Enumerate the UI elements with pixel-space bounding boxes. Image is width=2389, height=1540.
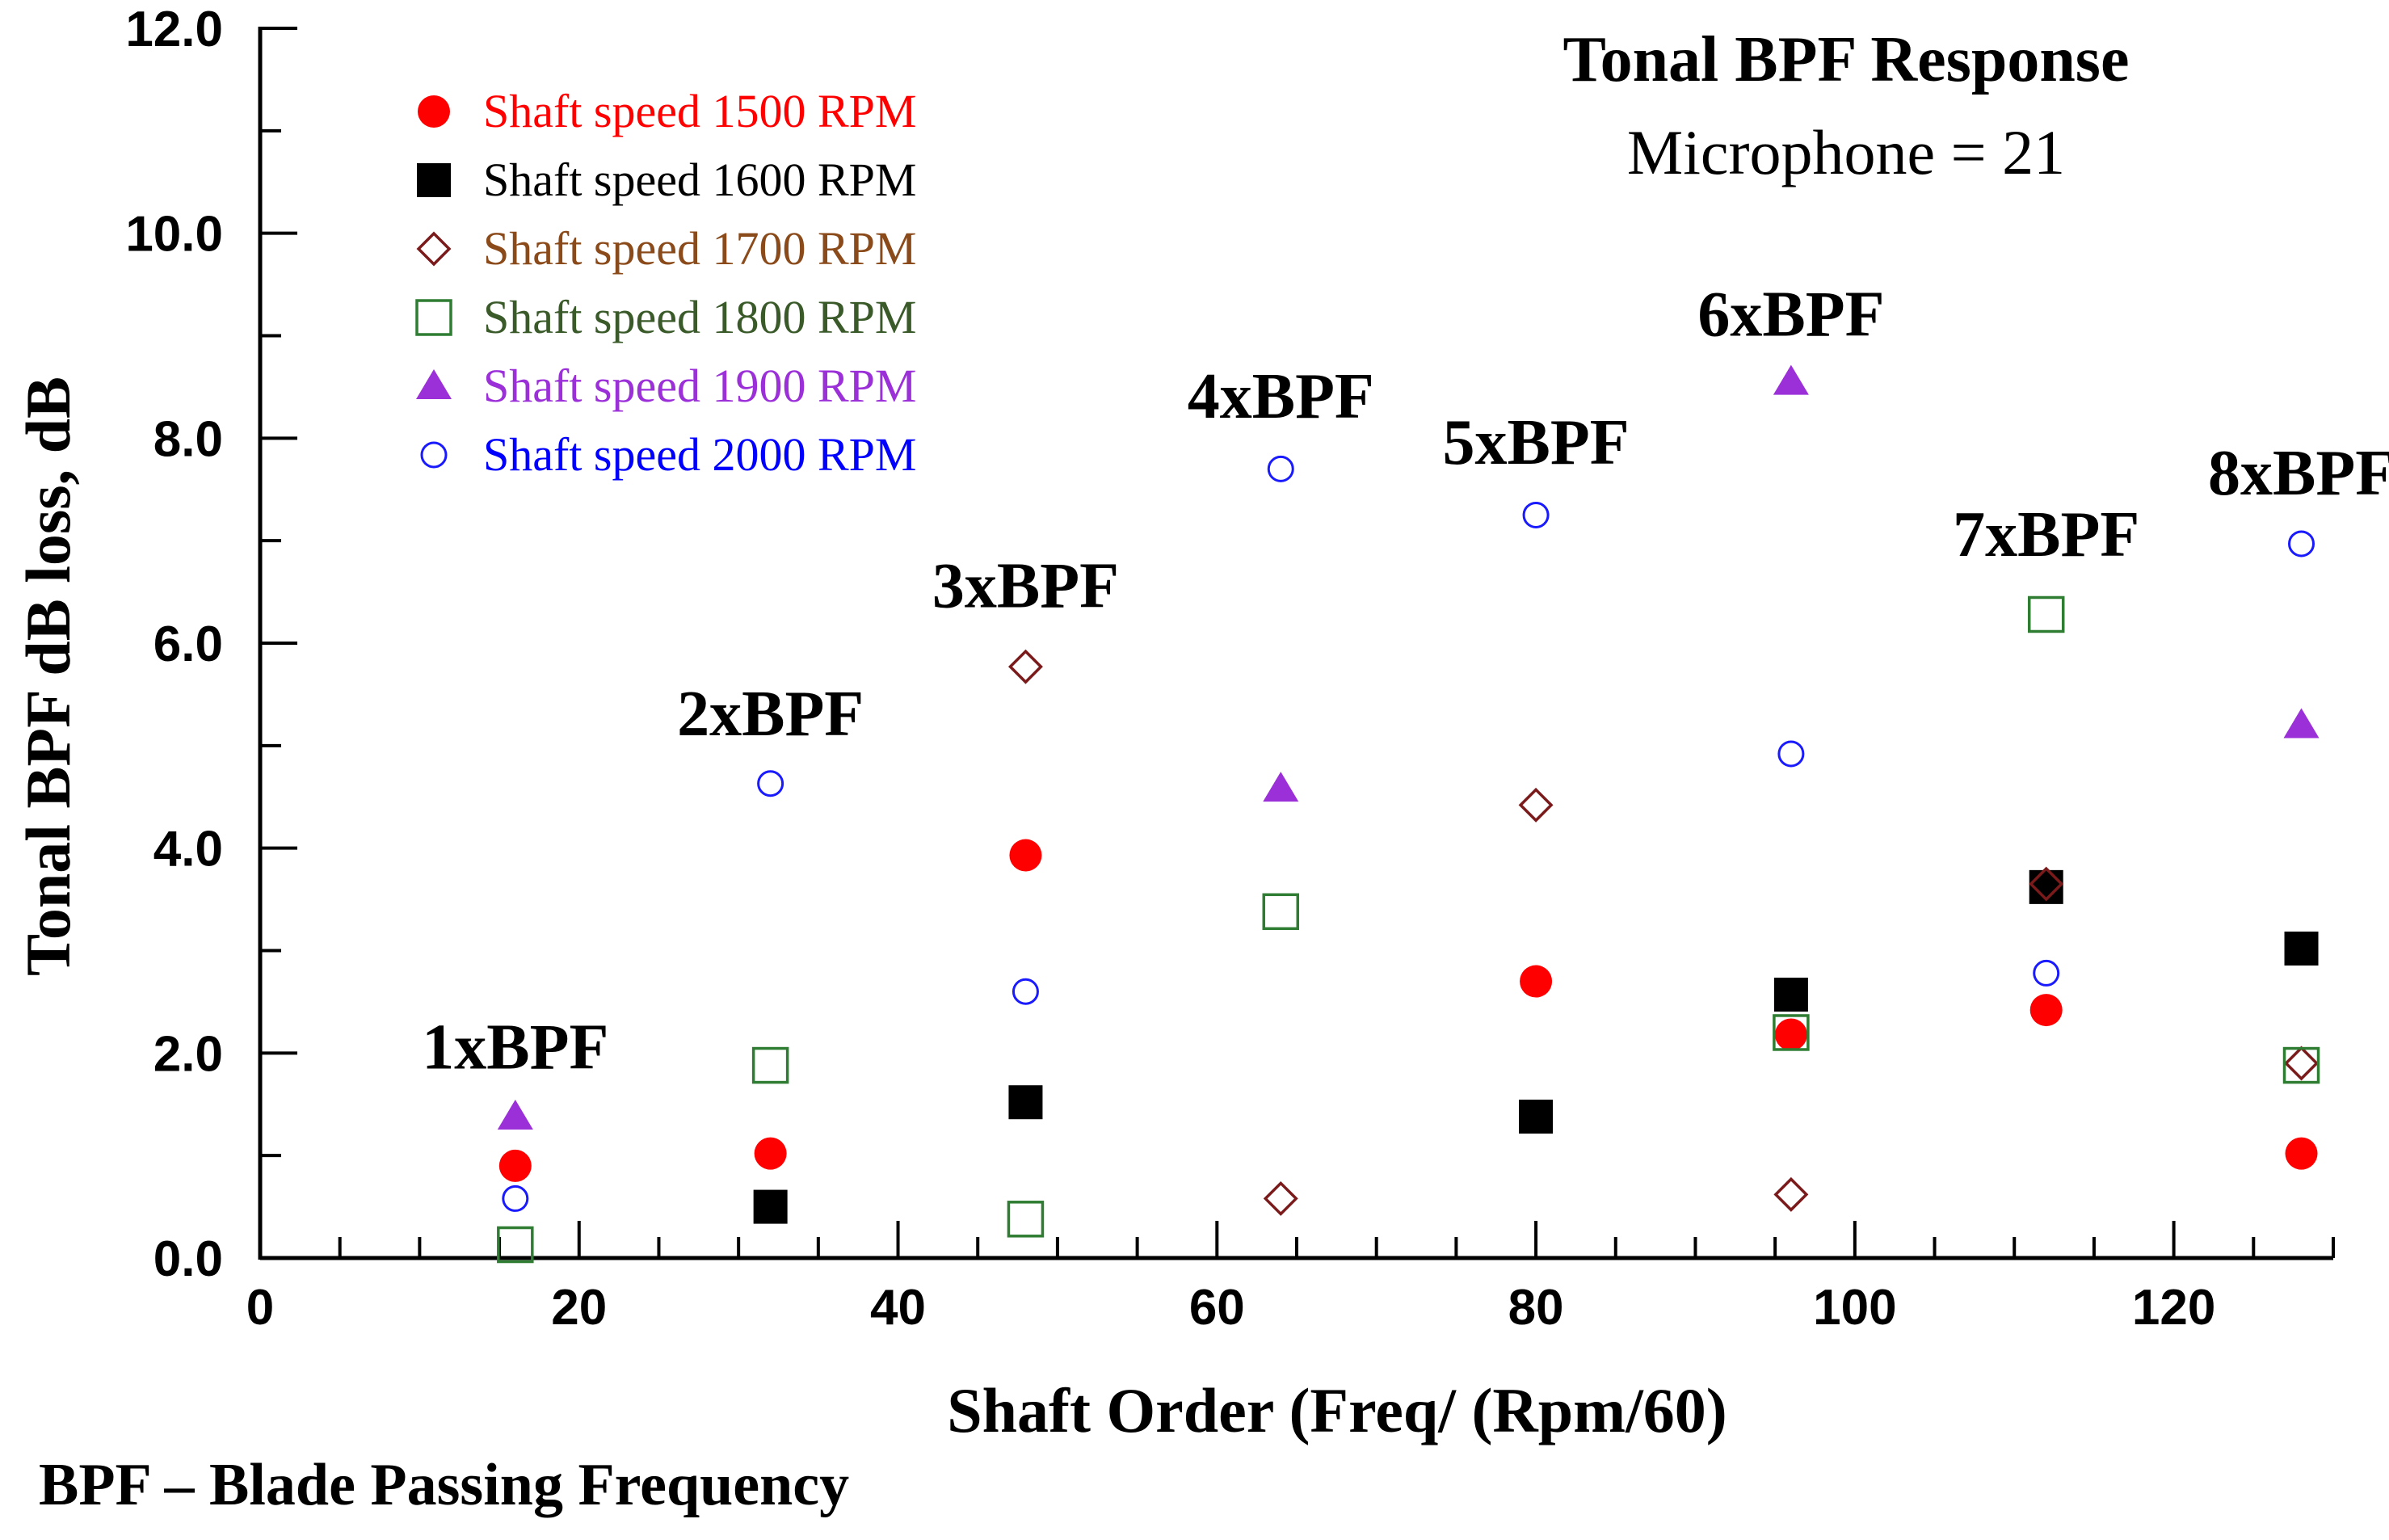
legend: Shaft speed 1500 RPM Shaft speed 1600 RPM… xyxy=(415,85,917,481)
point-1500rpm xyxy=(754,1137,787,1170)
point-1900rpm xyxy=(497,1099,533,1130)
legend-marker-2000rpm xyxy=(420,441,448,469)
y-tick-labels: 0.0 2.0 4.0 6.0 8.0 10.0 12.0 xyxy=(125,2,223,1287)
y-axis-title: Tonal BPF dB loss, dB xyxy=(13,377,83,976)
point-1700rpm xyxy=(2284,1046,2319,1081)
point-1800rpm xyxy=(2282,1046,2320,1084)
point-1900rpm xyxy=(1263,772,1299,802)
x-axis-title: Shaft Order (Freq/ (Rpm/60) xyxy=(947,1375,1727,1445)
legend-marker-1800rpm xyxy=(415,299,452,336)
legend-marker-1900rpm xyxy=(416,369,452,399)
annotations: 1xBPF 2xBPF 3xBPF 4xBPF 5xBPF 6xBPF 7xBPF 8xBPF xyxy=(422,280,2389,1083)
legend-label-1800rpm: Shaft speed 1800 RPM xyxy=(483,291,917,343)
point-1500rpm xyxy=(1520,965,1553,998)
point-1700rpm xyxy=(1007,649,1043,684)
point-1900rpm xyxy=(2283,708,2320,738)
point-1800rpm xyxy=(2027,595,2065,633)
bpf-annotation: 7xBPF xyxy=(1953,499,2139,570)
y-tick-label: 0.0 xyxy=(154,1231,223,1287)
bpf-annotation: 5xBPF xyxy=(1443,407,1630,478)
point-1700rpm xyxy=(1518,787,1554,823)
x-tick-label: 20 xyxy=(551,1280,607,1336)
point-1800rpm xyxy=(751,1046,789,1084)
point-1800rpm xyxy=(1773,1014,1810,1051)
bpf-annotation: 8xBPF xyxy=(2208,438,2389,509)
bpf-annotation: 1xBPF xyxy=(422,1012,608,1083)
y-tick-label: 12.0 xyxy=(125,2,223,57)
point-1600rpm xyxy=(1008,1085,1043,1120)
point-2000rpm xyxy=(2033,959,2060,987)
x-tick-label: 80 xyxy=(1508,1280,1564,1336)
y-tick-label: 10.0 xyxy=(125,207,223,263)
legend-label-1500rpm: Shaft speed 1500 RPM xyxy=(483,85,917,137)
point-1600rpm xyxy=(1773,978,1808,1012)
x-tick-label: 120 xyxy=(2132,1280,2215,1336)
legend-label-1700rpm: Shaft speed 1700 RPM xyxy=(483,222,917,275)
point-1500rpm xyxy=(2285,1137,2318,1170)
x-tick-labels: 0 20 40 60 80 100 120 xyxy=(246,1280,2216,1336)
axes xyxy=(258,27,2335,1260)
data-points xyxy=(497,364,2320,1264)
point-1700rpm xyxy=(2029,866,2064,902)
legend-marker-1600rpm xyxy=(417,163,451,197)
point-1600rpm xyxy=(753,1189,788,1224)
legend-marker-1500rpm xyxy=(418,95,450,128)
point-1800rpm xyxy=(1262,893,1300,931)
point-2000rpm xyxy=(1522,501,1550,528)
y-tick-label: 6.0 xyxy=(154,616,223,672)
legend-label-1900rpm: Shaft speed 1900 RPM xyxy=(483,360,917,412)
chart-subtitle: Microphone = 21 xyxy=(1627,117,2065,187)
footnote: BPF – Blade Passing Frequency xyxy=(39,1452,849,1518)
x-tick-label: 0 xyxy=(246,1280,274,1336)
point-2000rpm xyxy=(757,770,784,797)
point-1800rpm xyxy=(497,1226,534,1264)
point-1600rpm xyxy=(2284,931,2319,966)
point-1500rpm xyxy=(498,1149,532,1182)
point-1600rpm xyxy=(1519,1099,1554,1134)
bpf-annotation: 3xBPF xyxy=(932,551,1119,622)
point-1800rpm xyxy=(1007,1201,1045,1238)
point-2000rpm xyxy=(2288,530,2315,558)
point-1500rpm xyxy=(2029,994,2063,1027)
legend-label-1600rpm: Shaft speed 1600 RPM xyxy=(483,154,917,206)
x-tick-label: 40 xyxy=(870,1280,926,1336)
y-tick-label: 8.0 xyxy=(154,411,223,467)
bpf-annotation: 6xBPF xyxy=(1697,280,1884,351)
point-1700rpm xyxy=(1773,1176,1809,1212)
x-tick-label: 60 xyxy=(1189,1280,1245,1336)
y-tick-label: 4.0 xyxy=(154,822,223,877)
chart-title: Tonal BPF Response xyxy=(1563,24,2130,95)
legend-label-2000rpm: Shaft speed 2000 RPM xyxy=(483,428,917,481)
y-tick-label: 2.0 xyxy=(154,1026,223,1082)
point-2000rpm xyxy=(1777,740,1805,768)
x-tick-label: 100 xyxy=(1813,1280,1896,1336)
point-1500rpm xyxy=(1009,839,1042,872)
bpf-annotation: 2xBPF xyxy=(677,679,864,750)
point-2000rpm xyxy=(1012,978,1039,1005)
bpf-annotation: 4xBPF xyxy=(1188,361,1374,432)
point-1900rpm xyxy=(1773,364,1809,395)
point-2000rpm xyxy=(502,1184,529,1212)
legend-marker-1700rpm xyxy=(416,231,452,267)
point-1700rpm xyxy=(1263,1180,1298,1216)
point-1500rpm xyxy=(1774,1018,1807,1051)
point-2000rpm xyxy=(1267,455,1294,482)
